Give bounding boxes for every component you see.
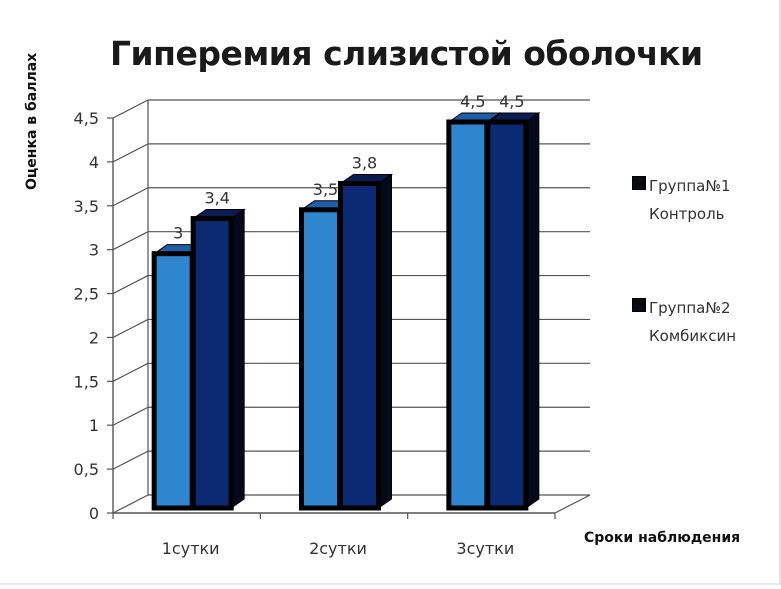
- y-tick-label: 1,5: [74, 372, 99, 391]
- gridline-side: [112, 406, 149, 426]
- legend-label-group1: Группа№1 Контроль: [649, 177, 731, 223]
- x-tick-label: 3сутки: [456, 539, 514, 558]
- legend-item-group1: Группа№1 Контроль: [632, 172, 777, 228]
- data-label: 3,5: [313, 180, 338, 199]
- floor-edge: [554, 494, 591, 514]
- bar: [446, 119, 490, 511]
- gridline-side: [112, 187, 149, 207]
- x-axis-label: Сроки наблюдения: [584, 530, 741, 546]
- y-tick-label: 1: [89, 416, 99, 435]
- bar: [485, 119, 529, 511]
- data-label: 4,5: [499, 92, 524, 111]
- y-tick-label: 4,5: [74, 109, 99, 128]
- gridline-side: [112, 143, 149, 163]
- data-label: 4,5: [460, 92, 485, 111]
- data-label: 3,8: [352, 153, 377, 172]
- legend-swatch-group1: [632, 176, 646, 190]
- legend: Группа№1 Контроль Группа№2 Комбиксин: [632, 172, 777, 416]
- legend-item-group2: Группа№2 Комбиксин: [632, 294, 777, 350]
- legend-swatch-group2: [632, 298, 646, 312]
- data-label: 3: [173, 224, 183, 243]
- y-tick-label: 2: [89, 328, 99, 347]
- gridline-side: [112, 231, 149, 251]
- bar: [338, 180, 381, 511]
- gridline-side: [112, 494, 149, 514]
- y-tick-label: 3,5: [74, 197, 99, 216]
- gridline-side: [112, 275, 149, 295]
- bar: [151, 251, 195, 511]
- y-tick-label: 3: [89, 241, 99, 260]
- gridline-side: [112, 99, 149, 119]
- legend-label-group2: Группа№2 Комбиксин: [649, 299, 737, 345]
- y-tick-label: 0: [89, 504, 99, 523]
- gridline-side: [112, 450, 149, 470]
- x-tick-label: 2сутки: [309, 539, 367, 558]
- y-tick-label: 2,5: [74, 285, 99, 304]
- y-tick-label: 0,5: [74, 460, 99, 479]
- data-label: 3,4: [204, 189, 229, 208]
- y-tick-label: 4: [89, 153, 99, 172]
- bar: [190, 216, 234, 511]
- gridline-side: [112, 318, 149, 338]
- x-tick-label: 1сутки: [162, 539, 220, 558]
- bar: [299, 207, 342, 511]
- chart-title: Гиперемия слизистой оболочки: [110, 34, 703, 73]
- gridline-side: [112, 362, 149, 382]
